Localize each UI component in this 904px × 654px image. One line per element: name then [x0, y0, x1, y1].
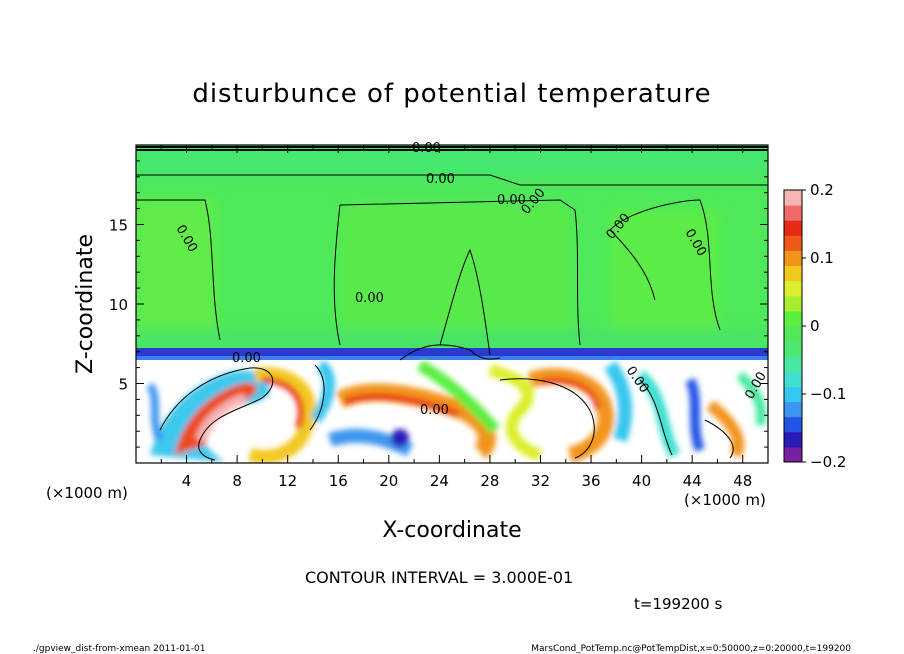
colorbar-tick-label: 0.2 [810, 181, 834, 199]
y-tick-label: 15 [109, 217, 128, 235]
colorbar-swatch [784, 341, 802, 357]
field-boundary-band [136, 348, 768, 358]
contour-label: 0.00 [426, 172, 455, 187]
colorbar-tick-label: 0.1 [810, 249, 834, 267]
x-tick-label: 4 [182, 472, 192, 490]
contour-interval: CONTOUR INTERVAL = 3.000E-01 [305, 568, 573, 587]
field-band-lower [136, 330, 768, 350]
colorbar-swatch [784, 280, 802, 297]
x-tick-label: 28 [480, 472, 499, 490]
x-tick-label: 44 [683, 472, 702, 490]
field-patch-right [610, 210, 720, 330]
colorbar-swatch [784, 250, 802, 267]
colorbar-swatch [784, 190, 802, 206]
colorbar-ticks: 0.2 0.1 0 −0.1 −0.2 [802, 181, 846, 471]
x-unit-right: (×1000 m) [684, 491, 766, 509]
y-tick-label: 5 [118, 376, 128, 394]
x-unit-left: (×1000 m) [46, 484, 128, 502]
x-tick-label: 48 [733, 472, 752, 490]
colorbar-swatch [784, 265, 802, 282]
x-axis-label: X-coordinate [382, 518, 521, 543]
x-tick-label: 32 [531, 472, 550, 490]
colorbar-swatch [784, 235, 802, 251]
time-label: t=199200 s [634, 595, 722, 613]
plot-area [136, 145, 768, 463]
y-tick-label: 10 [109, 296, 128, 314]
x-tick-label: 8 [232, 472, 242, 490]
field-patch-left [136, 200, 216, 330]
field-patch-mid [340, 205, 570, 345]
colorbar-tick-label: 0 [810, 317, 820, 335]
convective-plumes [146, 359, 767, 463]
footer-right: MarsCond_PotTemp.nc@PotTempDist,x=0:5000… [531, 644, 851, 654]
contour-lines [136, 146, 768, 461]
colorbar-swatch [784, 295, 802, 312]
contour-label: 0.00 [420, 403, 449, 418]
colorbar-swatch [784, 310, 802, 327]
colorbar-tick-label: −0.2 [810, 453, 846, 471]
field-boundary-edge [136, 356, 768, 360]
chart-title: disturbunce of potential temperature [192, 79, 711, 109]
contour-label: 0.00 [497, 193, 526, 208]
x-tick-label: 12 [278, 472, 297, 490]
y-axis-label: Z-coordinate [73, 234, 98, 374]
colorbar-swatch [784, 371, 802, 387]
x-tick-label: 16 [329, 472, 348, 490]
x-tick-label: 24 [430, 472, 449, 490]
x-axis: 4 8 12 16 20 24 28 32 36 40 44 48 [135, 145, 769, 490]
contour-label: 0.00 [412, 141, 441, 156]
colorbar [783, 189, 803, 463]
colorbar-tick-label: −0.1 [810, 385, 846, 403]
colorbar-swatch [784, 386, 802, 403]
colorbar-swatch [784, 431, 802, 448]
colorbar-swatch [784, 356, 802, 372]
colorbar-swatch [784, 220, 802, 236]
footer-left: ./gpview_dist-from-xmean 2011-01-01 [33, 644, 205, 654]
contour-label: 0.00 [232, 351, 261, 366]
colorbar-swatch [784, 401, 802, 418]
y-axis: 5 10 15 [109, 160, 768, 448]
x-tick-label: 36 [581, 472, 600, 490]
colorbar-swatch [784, 326, 802, 342]
x-tick-label: 40 [632, 472, 651, 490]
x-tick-label: 20 [379, 472, 398, 490]
colorbar-swatch [784, 416, 802, 433]
colorbar-swatch [784, 205, 802, 221]
contour-label: 0.00 [355, 291, 384, 306]
colorbar-swatch [784, 446, 802, 463]
